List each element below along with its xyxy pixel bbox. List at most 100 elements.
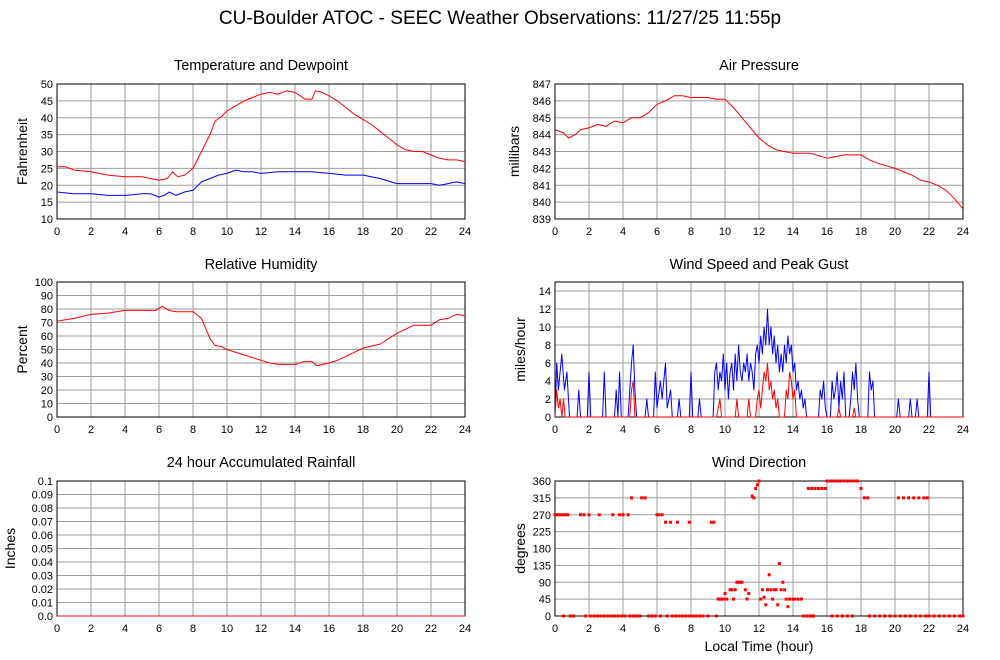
direction-point (701, 614, 705, 618)
direction-point (738, 580, 742, 584)
direction-ytick-label: 180 (533, 544, 551, 556)
direction-point (687, 614, 691, 618)
temperature-xtick-label: 8 (190, 226, 196, 238)
rainfall-ytick-label: 0.07 (32, 517, 53, 529)
direction-xtick-label: 20 (889, 623, 901, 635)
wind-ylabel: miles/hour (512, 317, 528, 382)
direction-point (813, 487, 817, 490)
rainfall-xtick-label: 8 (190, 623, 196, 635)
direction-point (868, 614, 871, 618)
direction-point (786, 605, 790, 609)
direction-point (718, 597, 722, 601)
pressure-ytick-label: 840 (533, 197, 551, 209)
wind-ytick-label: 6 (545, 358, 551, 370)
direction-xtick-label: 12 (753, 623, 765, 635)
direction-point (715, 614, 718, 618)
rainfall-ytick-label: 0.03 (32, 571, 53, 583)
humidity-ytick-label: 90 (41, 291, 53, 303)
direction-point (835, 614, 839, 618)
direction-point (859, 487, 863, 490)
direction-point (942, 614, 946, 618)
rainfall-xtick-label: 22 (425, 623, 437, 635)
direction-point (723, 592, 727, 595)
direction-point (737, 580, 741, 584)
direction-point (893, 614, 897, 618)
direction-point (660, 513, 664, 517)
direction-point (684, 614, 688, 618)
direction-point (747, 592, 751, 595)
direction-point (800, 597, 803, 601)
temperature-ytick-label: 25 (41, 163, 53, 175)
direction-point (958, 614, 962, 618)
wind-ytick-label: 0 (545, 412, 551, 424)
direction-point (852, 479, 856, 483)
humidity-xtick-label: 12 (255, 424, 267, 436)
direction-point (908, 614, 912, 618)
pressure-xtick-label: 6 (654, 226, 660, 238)
direction-point (769, 588, 773, 592)
page-title: CU-Boulder ATOC - SEEC Weather Observati… (218, 8, 782, 29)
direction-point (851, 614, 854, 618)
direction-point (801, 614, 805, 618)
humidity-xtick-label: 24 (459, 424, 471, 436)
direction-point (771, 597, 775, 601)
direction-point (562, 614, 565, 618)
temperature-xtick-label: 10 (221, 226, 233, 238)
rainfall-xtick-label: 2 (88, 623, 94, 635)
direction-point (561, 513, 565, 517)
temperature-ytick-label: 40 (41, 113, 53, 125)
direction-point (764, 603, 768, 607)
direction-point (698, 614, 701, 618)
pressure-xtick-label: 14 (787, 226, 799, 238)
humidity-xtick-label: 22 (425, 424, 437, 436)
pressure-xtick-label: 22 (923, 226, 935, 238)
direction-point (772, 588, 776, 592)
direction-point (694, 614, 698, 618)
rainfall-ytick-label: 0.09 (32, 490, 53, 502)
direction-point (647, 614, 650, 618)
direction-point (675, 520, 679, 524)
direction-point (862, 496, 866, 500)
direction-point (759, 597, 763, 601)
rainfall-xtick-label: 10 (221, 623, 233, 635)
direction-point (658, 614, 662, 618)
temperature-xtick-label: 0 (54, 226, 60, 238)
direction-point (669, 520, 673, 524)
wind-xtick-label: 12 (753, 424, 765, 436)
direction-point (618, 513, 622, 517)
direction-point (665, 614, 669, 618)
pressure-xtick-label: 18 (855, 226, 867, 238)
pressure-ytick-label: 844 (533, 130, 551, 142)
temperature-ytick-label: 45 (41, 96, 53, 108)
pressure-frame (554, 83, 964, 220)
direction-point (779, 588, 783, 592)
direction-point (640, 496, 644, 500)
direction-point (932, 614, 936, 618)
humidity-xtick-label: 18 (357, 424, 369, 436)
direction-point (896, 496, 900, 500)
direction-point (655, 513, 659, 517)
pressure-xtick-label: 10 (719, 226, 731, 238)
direction-point (783, 588, 786, 592)
direction-point (732, 597, 735, 601)
pressure-xtick-label: 24 (957, 226, 969, 238)
direction-point (820, 487, 824, 490)
direction-point (839, 479, 843, 483)
direction-xtick-label: 22 (923, 623, 935, 635)
rainfall-ytick-label: 0.05 (32, 544, 53, 556)
pressure-title: Air Pressure (719, 58, 799, 74)
humidity-ytick-label: 50 (41, 345, 53, 357)
humidity-ytick-label: 100 (35, 277, 53, 289)
humidity-ytick-label: 70 (41, 318, 53, 330)
temperature-ytick-label: 35 (41, 130, 53, 142)
pressure-xtick-label: 16 (821, 226, 833, 238)
direction-xtick-label: 16 (821, 623, 833, 635)
direction-point (621, 513, 625, 517)
humidity-xtick-label: 16 (323, 424, 335, 436)
direction-point (709, 520, 713, 524)
direction-point (721, 597, 725, 601)
